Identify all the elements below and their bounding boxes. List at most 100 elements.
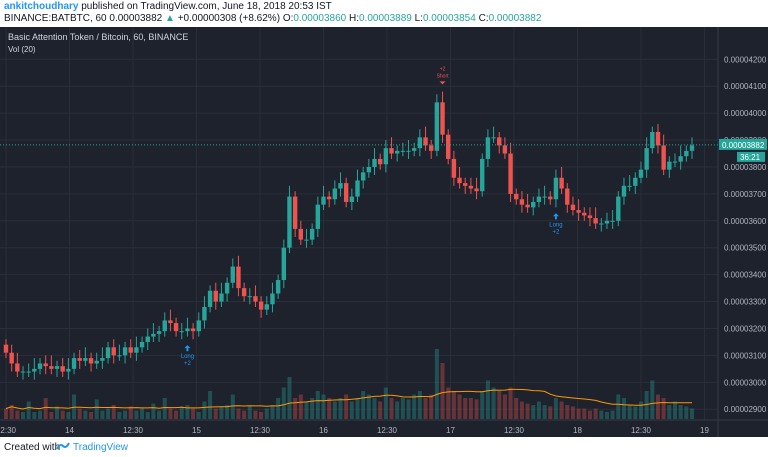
volume-bar — [32, 412, 37, 419]
volume-bar — [179, 406, 184, 419]
candle-body — [241, 288, 247, 297]
volume-bar — [655, 394, 660, 419]
y-tick-label: 0.00003600 — [724, 217, 767, 226]
volume-bar — [593, 408, 598, 419]
candle-body — [667, 161, 672, 170]
candle-body — [275, 280, 281, 294]
volume-bar — [151, 403, 156, 419]
candle-body — [525, 204, 530, 208]
candle-body — [162, 320, 167, 332]
candle-body — [94, 360, 99, 364]
tradingview-brand-link[interactable]: TradingView — [73, 442, 129, 453]
volume-bar — [128, 406, 133, 419]
candle-body — [111, 347, 116, 356]
candle-body — [264, 304, 269, 310]
volume-bar — [208, 391, 213, 419]
candle-body — [627, 185, 632, 187]
volume-bar — [429, 394, 434, 419]
volume-bar — [417, 391, 422, 419]
volume-bar — [157, 410, 162, 419]
candle-body — [411, 148, 417, 151]
author-link[interactable]: ankitchoudhary — [4, 1, 79, 12]
y-tick-label: 0.00003000 — [724, 378, 767, 387]
y-tick-label: 0.00003100 — [724, 351, 767, 360]
candle-body — [315, 204, 321, 229]
candle-body — [49, 366, 54, 369]
x-tick-label: 15 — [192, 426, 201, 435]
candle-body — [270, 293, 275, 305]
volume-bar — [559, 401, 564, 419]
volume-bar — [582, 408, 587, 419]
volume-indicator-label: Vol (20) — [8, 45, 36, 54]
candle-body — [593, 218, 598, 224]
candle-body — [502, 145, 508, 154]
volume-bar — [310, 398, 315, 419]
volume-bar — [553, 398, 558, 419]
candle-body — [355, 180, 360, 197]
volume-bar — [315, 391, 320, 419]
x-tick-label: 12:30 — [250, 426, 271, 435]
volume-bar — [49, 412, 54, 419]
candle-body — [304, 239, 309, 241]
volume-bar — [344, 394, 349, 419]
candle-body — [287, 196, 292, 248]
candle-body — [151, 333, 156, 337]
volume-bar — [434, 349, 439, 419]
volume-bar — [174, 410, 179, 419]
ohlc-high-value: 0.00003889 — [359, 13, 412, 24]
volume-bar — [191, 408, 196, 419]
candle-body — [117, 355, 122, 357]
candlestick-chart[interactable]: 0.000042000.000041000.000040000.00003900… — [0, 27, 768, 437]
long-signal-arrow-icon — [184, 345, 191, 349]
volume-bar — [599, 410, 604, 419]
candle-body — [145, 336, 150, 342]
candle-body — [553, 177, 559, 200]
y-tick-label: 0.00003800 — [724, 163, 767, 172]
volume-bar — [627, 405, 632, 419]
y-tick-label: 0.00003300 — [724, 298, 767, 307]
candle-body — [338, 183, 343, 189]
volume-bar — [514, 398, 519, 419]
chart-area[interactable]: 0.000042000.000041000.000040000.00003900… — [0, 27, 768, 437]
candle-body — [20, 371, 26, 373]
candle-body — [661, 145, 666, 170]
candle-body — [474, 188, 479, 192]
candle-body — [655, 131, 661, 146]
short-signal-label: Short — [437, 73, 450, 79]
volume-bar — [15, 410, 20, 419]
volume-bar — [83, 410, 88, 419]
long-signal-qty: +2 — [553, 229, 561, 235]
candle-body — [457, 177, 462, 184]
volume-bar — [474, 399, 479, 419]
volume-bar — [145, 412, 150, 419]
volume-bar — [423, 398, 428, 419]
candle-body — [383, 148, 389, 165]
volume-bar — [213, 408, 218, 419]
volume-bar — [667, 405, 672, 419]
candle-body — [423, 137, 428, 146]
volume-bar — [276, 398, 281, 419]
chart-title: Basic Attention Token / Bitcoin, 60, BIN… — [8, 32, 188, 42]
y-tick-label: 0.00003500 — [724, 244, 767, 253]
candle-body — [542, 196, 547, 198]
volume-bar — [463, 398, 468, 419]
volume-bar — [383, 387, 388, 419]
x-tick-label: 12:30 — [377, 426, 398, 435]
candle-body — [321, 196, 326, 205]
volume-bar — [690, 408, 694, 419]
volume-bar — [451, 391, 456, 419]
volume-bar — [202, 401, 207, 419]
volume-bar — [117, 412, 122, 419]
volume-bar — [446, 387, 451, 419]
ohlc-high-label: H: — [349, 13, 359, 24]
candle-body — [638, 169, 644, 178]
volume-bar — [400, 398, 405, 419]
candle-body — [672, 161, 678, 163]
x-tick-label: 12:30 — [504, 426, 525, 435]
candle-body — [491, 137, 496, 139]
candle-body — [610, 220, 615, 222]
volume-ma-line — [5, 388, 692, 410]
candle-body — [253, 296, 258, 302]
candle-body — [43, 363, 48, 367]
candle-body — [377, 158, 383, 165]
